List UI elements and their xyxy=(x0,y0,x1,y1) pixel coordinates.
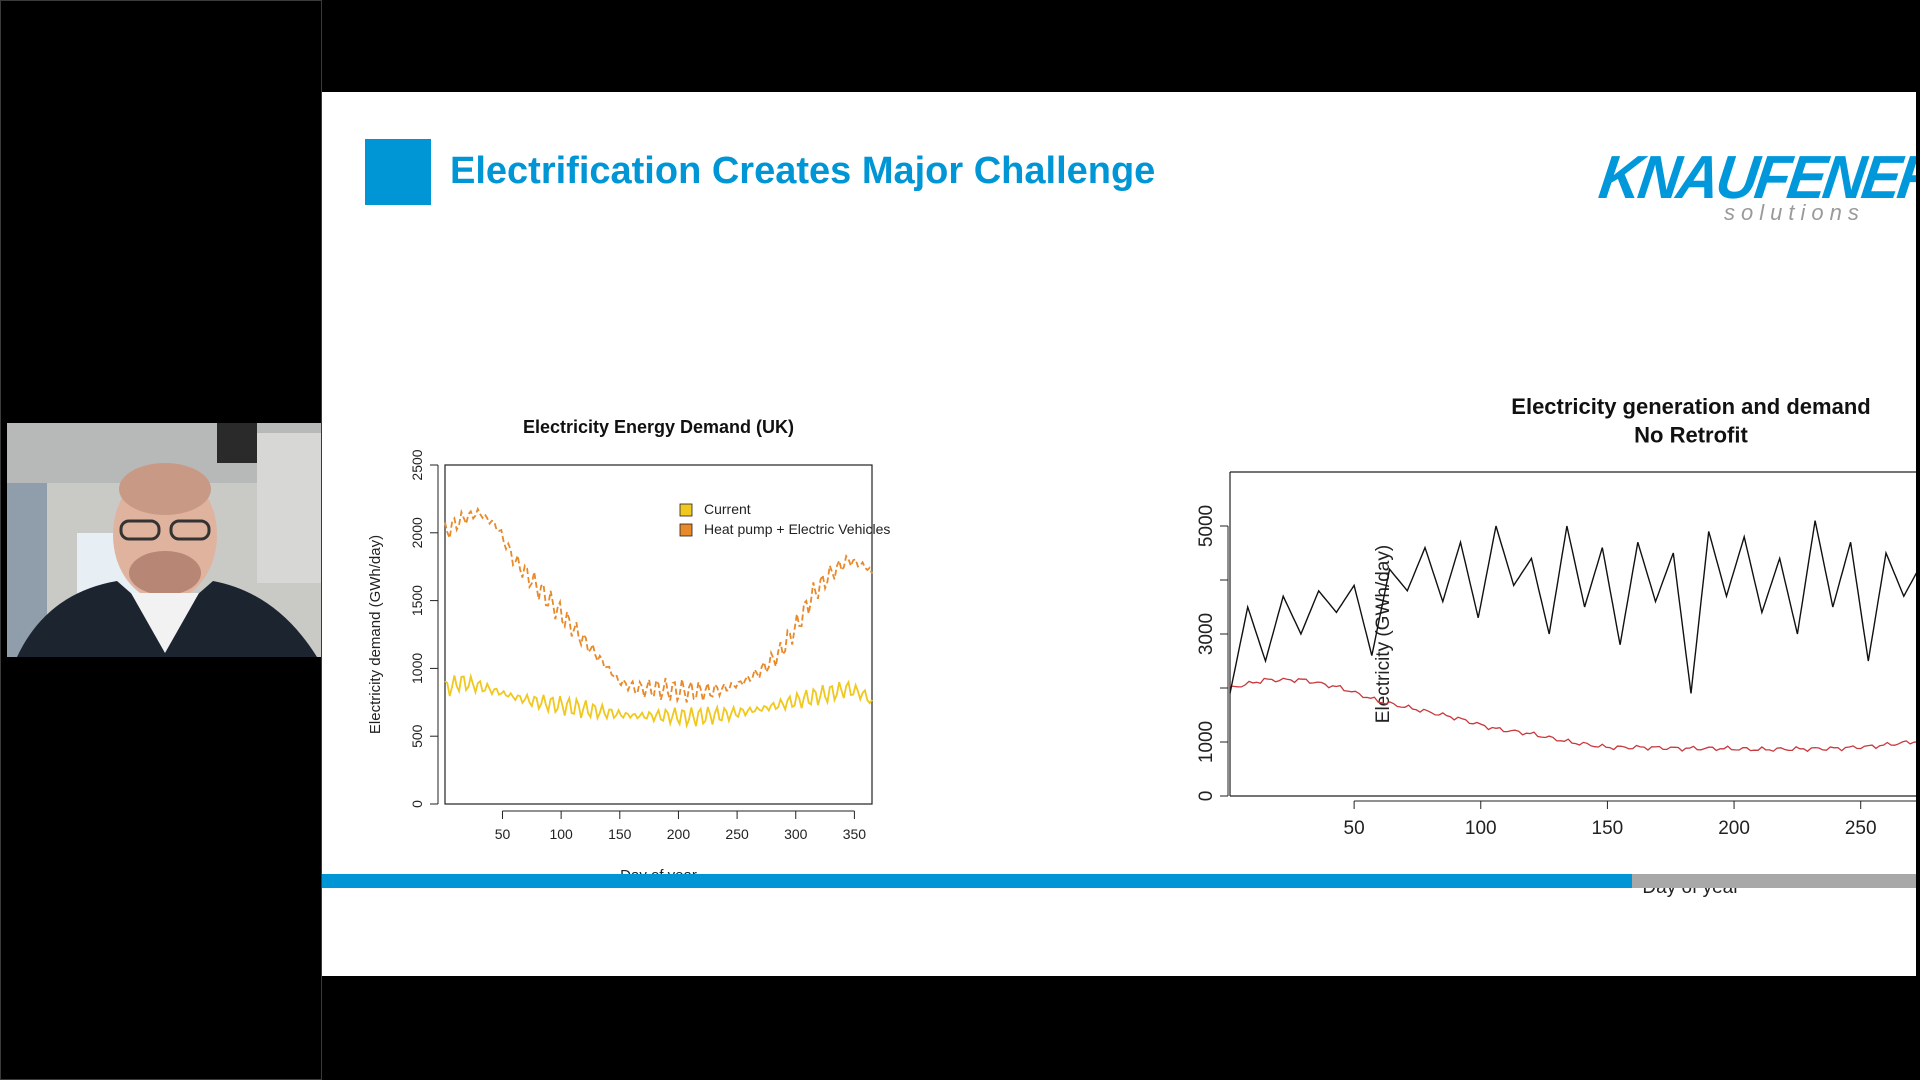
y-tick-label: 2000 xyxy=(409,517,425,548)
y-tick-label: 1000 xyxy=(409,653,425,684)
x-tick-label: 50 xyxy=(495,826,511,842)
series-line-2 xyxy=(1229,520,1916,694)
participant-video-tile[interactable] xyxy=(7,423,321,657)
series-line-1 xyxy=(444,672,873,729)
x-tick-label: 50 xyxy=(1344,818,1365,839)
knauf-energy-logo: KNAUFENERGY solutions xyxy=(1595,143,1916,234)
chart-generation-demand: Electricity generation and demand No Retr… xyxy=(1042,292,1916,922)
y-tick-label: 0 xyxy=(1196,791,1217,802)
person-video-feed-icon xyxy=(7,423,321,657)
x-tick-label: 300 xyxy=(784,826,808,842)
slide-title: Electrification Creates Major Challenge xyxy=(450,150,1156,192)
chart-generation-demand-svg: Electricity generation and demand No Retr… xyxy=(1196,394,1916,898)
chart-subtitle: No Retrofit xyxy=(1634,423,1748,448)
chart-uk-demand-svg: Electricity Energy Demand (UK) 50 100 150 20… xyxy=(367,417,890,884)
x-tick-label: 250 xyxy=(1845,818,1877,839)
y-tick-label: 500 xyxy=(409,724,425,748)
chart-title: Electricity generation and demand xyxy=(1511,394,1870,419)
legend-label: Heat pump + Electric Vehicles xyxy=(704,521,890,537)
participant-sidebar xyxy=(0,0,322,1080)
title-accent-square xyxy=(365,139,431,205)
series-line-2 xyxy=(444,506,873,704)
presentation-slide: Electrification Creates Major Challenge … xyxy=(322,92,1916,976)
slide-footer-bar xyxy=(322,874,1632,888)
y-axis-label: Electricity (GWh/day) xyxy=(1373,545,1394,723)
y-tick-label: 3000 xyxy=(1196,613,1217,655)
x-tick-label: 200 xyxy=(1718,818,1750,839)
y-tick-label: 5000 xyxy=(1196,505,1217,547)
x-tick-label: 350 xyxy=(843,826,867,842)
slide-footer-bar-grey xyxy=(1632,874,1916,888)
chart-title: Electricity Energy Demand (UK) xyxy=(523,417,794,437)
y-tick-label: 1500 xyxy=(409,585,425,616)
logo-subtitle: solutions xyxy=(1724,200,1865,225)
plot-frame xyxy=(444,464,873,805)
x-tick-label: 150 xyxy=(608,826,632,842)
x-tick-label: 100 xyxy=(549,826,573,842)
y-axis-label: Electricity demand (GWh/day) xyxy=(367,535,384,734)
series-line-1 xyxy=(1229,677,1916,753)
y-tick-label: 0 xyxy=(409,800,425,808)
x-tick-label: 150 xyxy=(1592,818,1624,839)
legend-label: Current xyxy=(704,501,751,517)
y-tick-label: 2500 xyxy=(409,449,425,480)
chart-uk-demand: Electricity Energy Demand (UK) 50 100 150 20… xyxy=(362,314,952,904)
x-tick-label: 250 xyxy=(725,826,749,842)
x-tick-label: 200 xyxy=(667,826,691,842)
y-tick-label: 1000 xyxy=(1196,721,1217,763)
legend-swatch xyxy=(679,523,693,537)
legend-swatch xyxy=(679,503,693,517)
x-tick-label: 100 xyxy=(1465,818,1497,839)
